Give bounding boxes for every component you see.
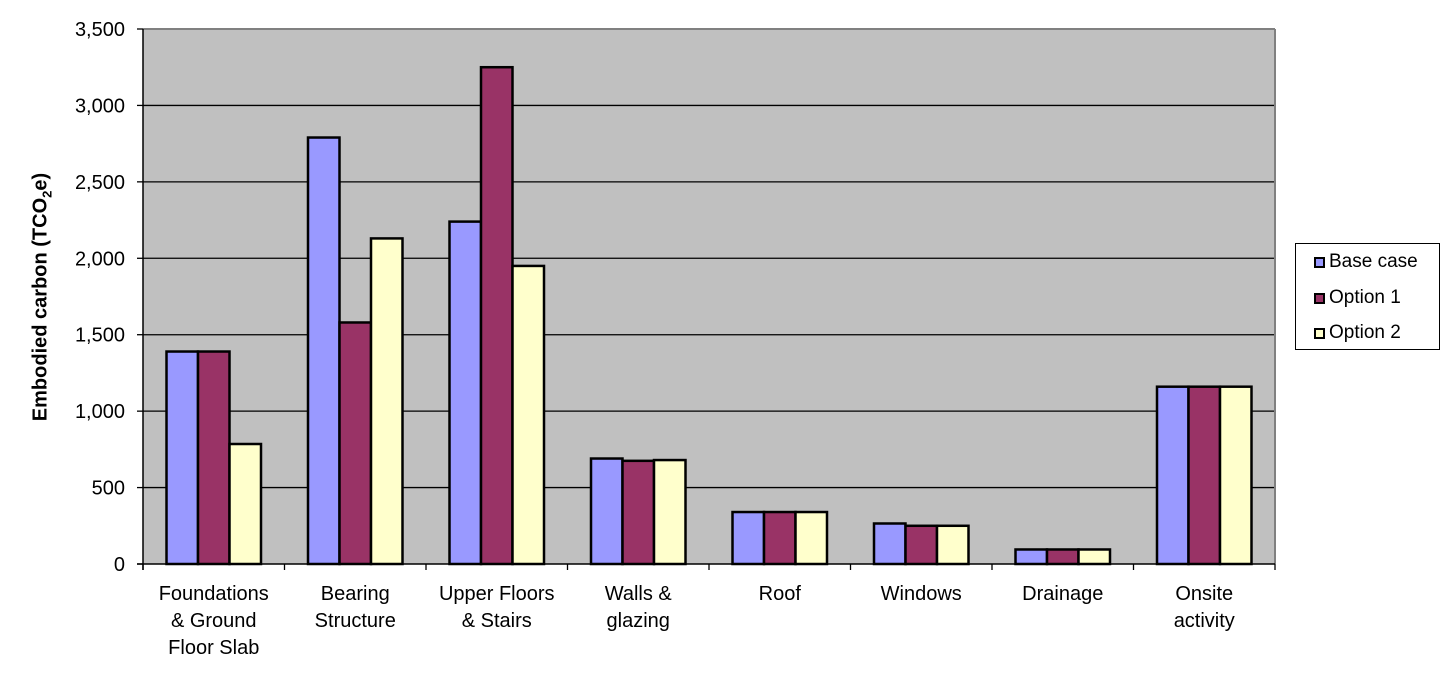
bar	[762, 510, 797, 566]
y-tick-label: 2,000	[75, 248, 125, 270]
bar	[228, 442, 263, 566]
legend-item-base-case: Base case	[1314, 250, 1418, 274]
legend-label: Base case	[1329, 251, 1418, 272]
x-tick-label: Structure	[315, 610, 396, 632]
y-tick-label: 500	[92, 478, 125, 500]
bar	[165, 350, 200, 566]
bar	[589, 457, 624, 566]
x-tick-label: Floor Slab	[168, 637, 259, 659]
y-axis-title-wrap: Embodied carbon (TCO2e)	[22, 29, 62, 564]
x-tick-label: glazing	[607, 610, 670, 632]
bar	[338, 321, 373, 566]
bar	[904, 524, 939, 566]
y-tick-label: 1,500	[75, 325, 125, 347]
bar	[479, 65, 514, 566]
x-tick-label: & Ground	[171, 610, 257, 632]
bar	[794, 510, 829, 566]
bar	[731, 510, 766, 566]
legend-swatch-icon	[1314, 256, 1325, 268]
y-tick-label: 1,000	[75, 401, 125, 423]
bar	[652, 458, 687, 566]
y-tick-label: 0	[114, 554, 125, 576]
legend-label: Option 1	[1329, 287, 1401, 308]
x-tick-label: Foundations	[159, 583, 269, 605]
x-tick-label: Roof	[759, 583, 802, 605]
bar	[511, 264, 546, 566]
bar	[369, 237, 404, 566]
legend-swatch-icon	[1314, 327, 1325, 339]
x-tick-label: Drainage	[1022, 583, 1103, 605]
legend-item-option-2: Option 2	[1314, 321, 1401, 345]
bar	[1218, 385, 1253, 566]
bar	[1045, 548, 1080, 566]
bar	[1077, 548, 1112, 566]
legend-item-option-1: Option 1	[1314, 286, 1401, 310]
x-tick-label: Upper Floors	[439, 583, 555, 605]
x-tick-label: & Stairs	[462, 610, 532, 632]
bar	[448, 220, 483, 566]
y-axis-title: Embodied carbon (TCO2e)	[29, 172, 55, 421]
x-tick-label: activity	[1174, 610, 1235, 632]
y-tick-label: 3,000	[75, 95, 125, 117]
legend: Base case Option 1 Option 2	[1295, 243, 1440, 350]
x-tick-label: Walls &	[605, 583, 673, 605]
bar	[872, 522, 907, 566]
y-tick-label: 2,500	[75, 172, 125, 194]
bar	[196, 350, 231, 566]
x-tick-label: Onsite	[1175, 583, 1233, 605]
x-tick-label: Windows	[881, 583, 962, 605]
bar	[935, 524, 970, 566]
bar	[1155, 385, 1190, 566]
y-tick-label: 3,500	[75, 19, 125, 41]
bar	[621, 459, 656, 566]
x-tick-label: Bearing	[321, 583, 390, 605]
bar	[1014, 548, 1049, 566]
legend-label: Option 2	[1329, 322, 1401, 343]
bar	[306, 136, 341, 566]
legend-swatch-icon	[1314, 292, 1325, 304]
bar	[1187, 385, 1222, 566]
